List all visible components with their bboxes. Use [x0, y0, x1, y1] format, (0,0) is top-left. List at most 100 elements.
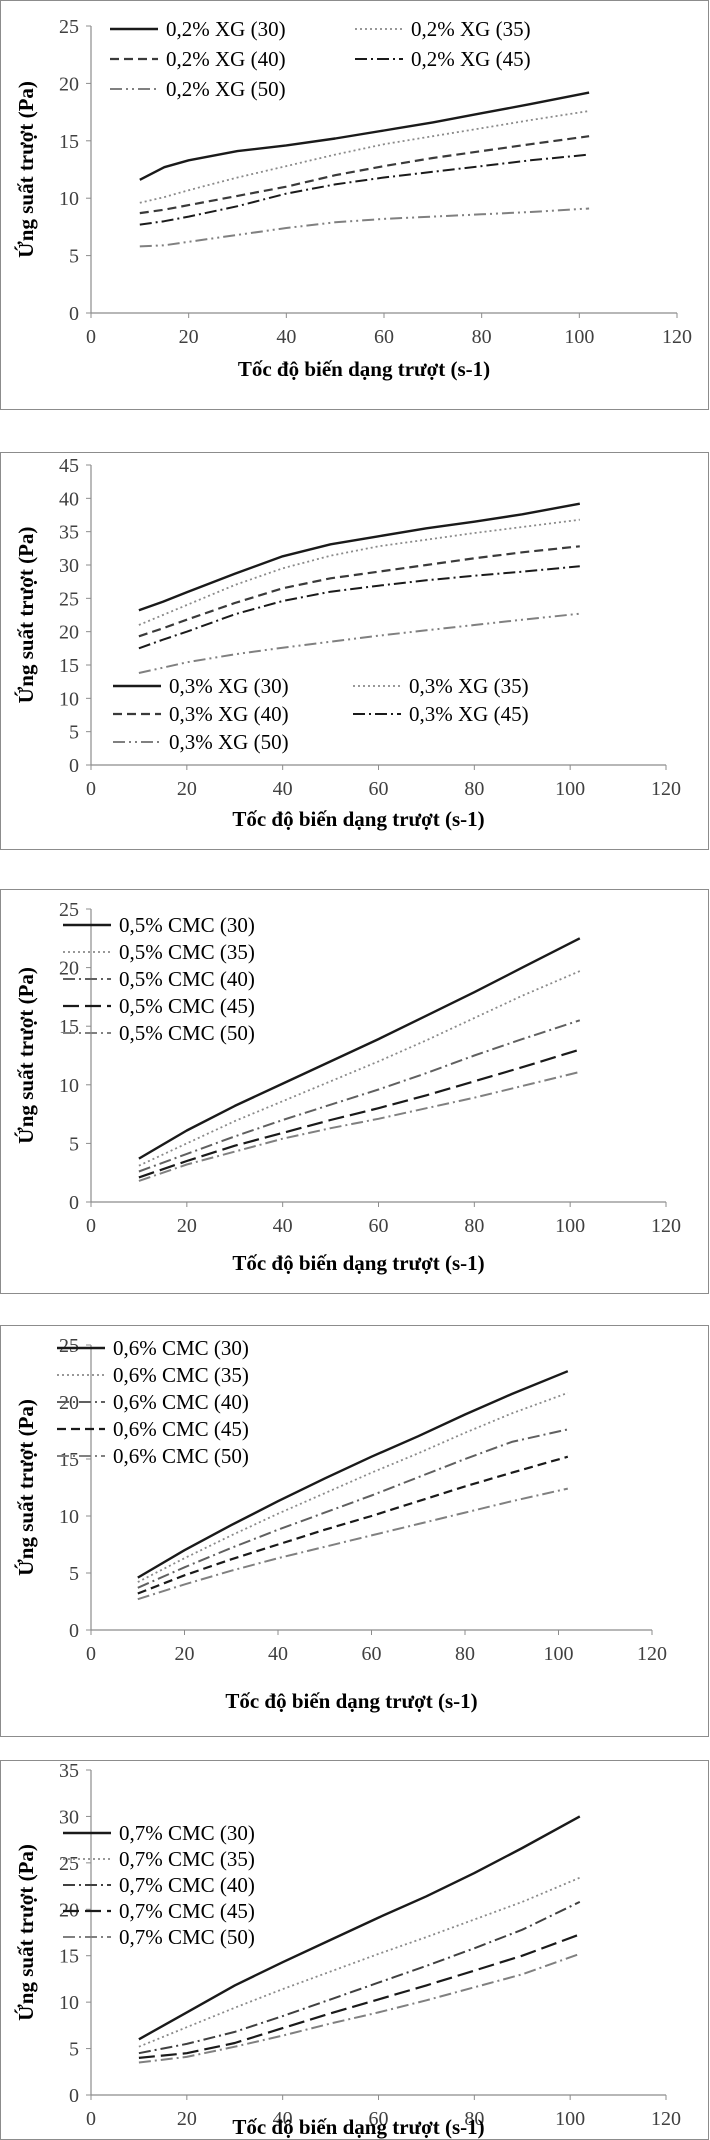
- legend-label-3: 0,2% XG (40): [166, 47, 286, 71]
- x-tick-label: 60: [369, 2108, 389, 2130]
- x-axis-title: Tốc độ biến dạng trượt (s-1): [238, 357, 490, 381]
- x-tick-label: 80: [455, 1643, 475, 1665]
- legend-label-5: 0,7% CMC (50): [119, 1925, 255, 1949]
- legend-label-3: 0,6% CMC (40): [113, 1390, 249, 1414]
- x-tick-label: 100: [555, 778, 585, 800]
- x-tick-label: 40: [268, 1643, 288, 1665]
- legend-label-2: 0,3% XG (35): [409, 674, 529, 698]
- x-tick-label: 120: [651, 778, 681, 800]
- x-tick-label: 80: [464, 1215, 484, 1237]
- x-axis-title: Tốc độ biến dạng trượt (s-1): [232, 1251, 484, 1275]
- y-tick-label: 15: [59, 1449, 79, 1471]
- series-line-1: [137, 1370, 569, 1579]
- y-tick-label: 25: [59, 899, 79, 921]
- legend-label-1: 0,2% XG (30): [166, 17, 286, 41]
- legend-label-5: 0,5% CMC (50): [119, 1021, 255, 1045]
- series-line-4: [138, 1048, 581, 1179]
- x-tick-label: 40: [273, 778, 293, 800]
- x-tick-label: 100: [544, 1643, 574, 1665]
- series-line-5: [138, 1952, 581, 2064]
- legend-label-5: 0,2% XG (50): [166, 77, 286, 101]
- x-axis-title: Tốc độ biến dạng trượt (s-1): [232, 807, 484, 831]
- series-line-4: [137, 1455, 569, 1595]
- y-tick-label: 35: [59, 522, 79, 544]
- x-axis-title: Tốc độ biến dạng trượt (s-1): [225, 1689, 477, 1713]
- y-tick-label: 15: [59, 655, 79, 677]
- legend-label-1: 0,5% CMC (30): [119, 913, 255, 937]
- legend-label-2: 0,2% XG (35): [411, 17, 531, 41]
- x-tick-label: 0: [86, 2108, 96, 2130]
- x-tick-label: 0: [86, 326, 96, 348]
- legend-label-4: 0,6% CMC (45): [113, 1417, 249, 1441]
- y-tick-label: 25: [59, 1853, 79, 1875]
- series-line-2: [138, 1876, 581, 2048]
- legend-label-2: 0,7% CMC (35): [119, 1847, 255, 1871]
- y-tick-label: 25: [59, 16, 79, 38]
- x-tick-label: 80: [464, 778, 484, 800]
- legend-label-5: 0,6% CMC (50): [113, 1444, 249, 1468]
- y-tick-label: 15: [59, 1946, 79, 1968]
- series-line-3: [138, 545, 580, 638]
- series-line-1: [138, 937, 581, 1160]
- chart-1-svg: 0 5 10 15 20 25 0 20 40 60 80 100 120 Tốc độ biến dạn…: [14, 16, 692, 381]
- x-tick-label: 0: [86, 1643, 96, 1665]
- series-line-4: [139, 153, 590, 226]
- x-tick-label: 20: [177, 778, 197, 800]
- legend-label-4: 0,7% CMC (45): [119, 1899, 255, 1923]
- y-tick-label: 30: [59, 555, 79, 577]
- x-tick-label: 20: [177, 1215, 197, 1237]
- x-tick-label: 120: [662, 326, 692, 348]
- y-tick-label: 10: [59, 1506, 79, 1528]
- y-tick-label: 10: [59, 688, 79, 710]
- x-tick-label: 20: [177, 2108, 197, 2130]
- series-line-3: [139, 135, 590, 215]
- y-axis-title: Ứng suất trượt (Pa): [14, 81, 38, 258]
- x-axis-title: Tốc độ biến dạng trượt (s-1): [232, 2115, 484, 2139]
- chart-panel-4: 0 5 10 15 20 25 0 20 40 60 80 100 120 Tốc độ biến dạn…: [0, 1325, 709, 1737]
- x-tick-label: 100: [555, 1215, 585, 1237]
- legend-label-1: 0,6% CMC (30): [113, 1336, 249, 1360]
- x-tick-label: 0: [86, 1215, 96, 1237]
- series-line-5: [139, 207, 590, 248]
- y-tick-label: 10: [59, 1992, 79, 2014]
- legend-label-2: 0,5% CMC (35): [119, 940, 255, 964]
- y-tick-label: 5: [69, 1133, 79, 1155]
- legend-label-1: 0,7% CMC (30): [119, 1821, 255, 1845]
- legend-label-2: 0,6% CMC (35): [113, 1363, 249, 1387]
- chart-panel-3: 0 5 10 15 20 25 0 20 40 60 80 100 120 Tốc độ biến dạn…: [0, 889, 709, 1294]
- y-tick-label: 0: [69, 1620, 79, 1642]
- y-tick-label: 5: [69, 2039, 79, 2061]
- y-tick-label: 10: [59, 1075, 79, 1097]
- x-tick-label: 80: [472, 326, 492, 348]
- x-tick-label: 40: [273, 1215, 293, 1237]
- y-axis-title: Ứng suất trượt (Pa): [14, 1844, 38, 2021]
- y-tick-label: 0: [69, 2085, 79, 2107]
- x-tick-label: 120: [651, 2108, 681, 2130]
- y-tick-label: 20: [59, 622, 79, 644]
- x-tick-label: 40: [273, 2108, 293, 2130]
- x-tick-label: 100: [564, 326, 594, 348]
- chart-3-svg: 0 5 10 15 20 25 0 20 40 60 80 100 120 Tốc độ biến dạn…: [14, 899, 681, 1275]
- legend-label-4: 0,5% CMC (45): [119, 994, 255, 1018]
- y-tick-label: 35: [59, 1761, 79, 1782]
- x-tick-label: 60: [374, 326, 394, 348]
- x-tick-label: 100: [555, 2108, 585, 2130]
- series-line-1: [138, 502, 581, 612]
- chart-panel-2: 0 5 10 15 20 25 30 35 40 45 0 20 40 60 80 100 120 Tốc độ …: [0, 452, 709, 850]
- series-line-3: [138, 1019, 581, 1173]
- x-tick-label: 20: [175, 1643, 195, 1665]
- y-tick-label: 30: [59, 1806, 79, 1828]
- y-tick-label: 45: [59, 455, 79, 477]
- x-tick-label: 40: [276, 326, 296, 348]
- x-tick-label: 0: [86, 778, 96, 800]
- x-tick-label: 120: [651, 1215, 681, 1237]
- y-tick-label: 15: [59, 131, 79, 153]
- chart-panel-5: 0 5 10 15 20 25 30 35 0 20 40 60 80 100 120 Tốc độ biến…: [0, 1760, 709, 2140]
- y-axis-title: Ứng suất trượt (Pa): [14, 967, 38, 1144]
- x-tick-label: 60: [369, 778, 389, 800]
- y-tick-label: 25: [59, 1335, 79, 1357]
- legend-label-4: 0,2% XG (45): [411, 47, 531, 71]
- y-tick-label: 10: [59, 188, 79, 210]
